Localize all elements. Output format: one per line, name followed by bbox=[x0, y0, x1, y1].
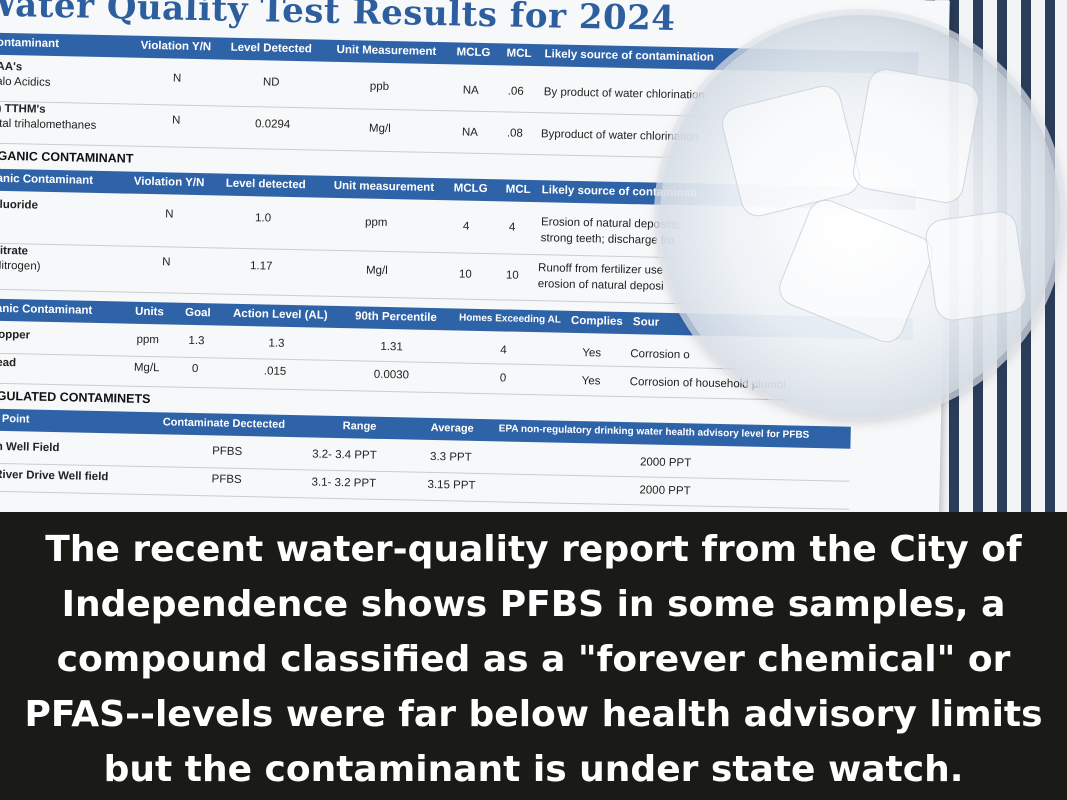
t2-h-unit: Unit measurement bbox=[333, 179, 435, 194]
t2-h-violation: Violation Y/N bbox=[133, 175, 205, 190]
t3-r2-pct: 0.0030 bbox=[373, 368, 410, 382]
t2-r2-source1: Runoff from fertilizer use bbox=[537, 262, 664, 277]
t4-r1-advisory: 2000 PPT bbox=[639, 456, 692, 470]
t1-h-level: Level Detected bbox=[230, 41, 312, 56]
t4-r1-entry: South Well Field bbox=[0, 440, 60, 455]
t4-r1-average: 3.3 PPT bbox=[429, 450, 472, 464]
t1-h-source: Likely source of contamination bbox=[544, 48, 715, 64]
t3-h-al: Action Level (AL) bbox=[232, 307, 328, 322]
t2-r2-violation: N bbox=[162, 256, 171, 269]
t1-r2-mclg: NA bbox=[461, 126, 479, 139]
t2-h-contaminant: Inorganic Contaminant bbox=[0, 172, 94, 187]
t1-r1-name2: Halo Acidics bbox=[0, 75, 51, 89]
t4-h-advisory: EPA non-regulatory drinking water health… bbox=[498, 423, 810, 441]
t1-r1-name1: HAA's bbox=[0, 60, 23, 74]
t1-r1-unit: ppb bbox=[369, 80, 390, 94]
t1-h-mcl: MCL bbox=[506, 47, 532, 60]
t4-h-contaminant: Contaminate Dectected bbox=[162, 416, 286, 431]
t1-r1-mcl: .06 bbox=[507, 85, 524, 98]
t3-r1-homes: 4 bbox=[500, 344, 507, 357]
t1-r1-level: ND bbox=[262, 76, 280, 89]
t4-h-average: Average bbox=[430, 421, 474, 435]
t3-h-complies: Complies bbox=[570, 314, 623, 328]
t2-r1-source2: strong teeth; discharge fro bbox=[540, 232, 675, 248]
t3-r1-complies: Yes bbox=[582, 347, 602, 360]
t1-r2-level: 0.0294 bbox=[254, 118, 291, 131]
t2-h-mclg: MCLG bbox=[453, 182, 488, 196]
t3-r2-units: Mg/L bbox=[133, 361, 160, 375]
t2-r1-mclg: 4 bbox=[462, 220, 470, 233]
caption-text: The recent water-quality report from the… bbox=[24, 529, 1043, 790]
t4-r1-range: 3.2- 3.4 PPT bbox=[312, 448, 377, 462]
t4-r2-advisory: 2000 PPT bbox=[639, 484, 691, 498]
t1-h-violation: Violation Y/N bbox=[140, 39, 212, 54]
t2-h-level: Level detected bbox=[225, 177, 306, 192]
t4-h-entry: Entry Point bbox=[0, 412, 30, 426]
t4-r2-entry: Vick St/ River Drive Well field bbox=[0, 468, 109, 484]
t4-r2-average: 3.15 PPT bbox=[427, 478, 476, 492]
t1-r2-unit: Mg/l bbox=[368, 122, 391, 136]
t3-r1-pct: 1.31 bbox=[380, 340, 403, 354]
t3-h-goal: Goal bbox=[184, 306, 211, 320]
t2-r2-name1: (2) Nitrate bbox=[0, 244, 29, 258]
t1-r1-mclg: NA bbox=[462, 84, 479, 97]
t3-r2-goal: 0 bbox=[191, 362, 199, 376]
t3-h-homes: Homes Exceeding AL bbox=[458, 312, 562, 326]
t1-r2-mcl: .08 bbox=[506, 127, 524, 140]
t4-r1-contaminant: PFBS bbox=[212, 445, 243, 459]
ice-cube bbox=[773, 194, 939, 348]
t1-r2-name2: Total trihalomethanes bbox=[0, 117, 97, 132]
t2-r2-mclg: 10 bbox=[458, 268, 472, 281]
ice-cube bbox=[850, 66, 982, 206]
t3-r1-al: 1.3 bbox=[268, 337, 285, 350]
t2-r1-violation: N bbox=[165, 208, 174, 221]
t2-r2-unit: Mg/l bbox=[365, 264, 388, 278]
t3-r2-complies: Yes bbox=[581, 375, 601, 388]
t3-h-units: Units bbox=[134, 305, 164, 319]
t2-r1-unit: ppm bbox=[364, 216, 388, 230]
t1-r1-source: By product of water chlorination bbox=[543, 86, 705, 102]
sheet-title: Water Quality Test Results for 2024 bbox=[0, 0, 676, 39]
t2-r1-name1: (1) Fluoride bbox=[0, 198, 39, 212]
t2-r1-level: 1.0 bbox=[254, 212, 272, 225]
t3-h-pct: 90th Percentile bbox=[354, 310, 437, 325]
t3-r2-al: .015 bbox=[263, 365, 287, 378]
t2-h-mcl: MCL bbox=[505, 183, 531, 196]
t3-h-source: Sour bbox=[632, 316, 660, 329]
t3-r2-name: (2) Lead bbox=[0, 356, 17, 370]
t3-r1-name: (1) Copper bbox=[0, 328, 31, 342]
t2-r1-mcl: 4 bbox=[508, 221, 516, 234]
t1-r2-name1: (3) TTHM's bbox=[0, 102, 46, 116]
t1-h-mclg: MCLG bbox=[456, 46, 491, 60]
photo: Water Quality Test Results for 2024 Cont… bbox=[0, 0, 1067, 512]
t3-r1-goal: 1.3 bbox=[188, 334, 205, 348]
section-unregulated-label: UNREGULATED CONTAMINETS bbox=[0, 388, 151, 407]
t4-h-range: Range bbox=[342, 420, 377, 433]
t2-r2-source2: erosion of natural deposi bbox=[537, 278, 664, 293]
t3-r2-homes: 0 bbox=[499, 372, 507, 385]
t4-r2-range: 3.1- 3.2 PPT bbox=[311, 476, 377, 490]
t1-h-unit: Unit Measurement bbox=[336, 43, 437, 58]
t3-r1-units: ppm bbox=[136, 333, 159, 347]
caption-panel: The recent water-quality report from the… bbox=[0, 512, 1067, 800]
t1-h-contaminant: Contaminant bbox=[0, 36, 60, 51]
t2-r2-name2: (as Nitrogen) bbox=[0, 259, 41, 273]
ice-cube bbox=[923, 209, 1029, 323]
t2-r2-mcl: 10 bbox=[505, 269, 519, 282]
t1-r1-violation: N bbox=[172, 72, 182, 85]
water-glass bbox=[660, 15, 1060, 415]
t1-r2-violation: N bbox=[171, 114, 181, 127]
t2-r2-level: 1.17 bbox=[249, 260, 273, 273]
t3-r1-source: Corrosion o bbox=[630, 348, 690, 362]
t3-h-contaminant: Inorganic Contaminant bbox=[0, 302, 93, 317]
t4-r2-contaminant: PFBS bbox=[211, 473, 242, 487]
section-inorganic-label: INORGANIC CONTAMINANT bbox=[0, 148, 134, 166]
ice-cube bbox=[718, 81, 864, 221]
